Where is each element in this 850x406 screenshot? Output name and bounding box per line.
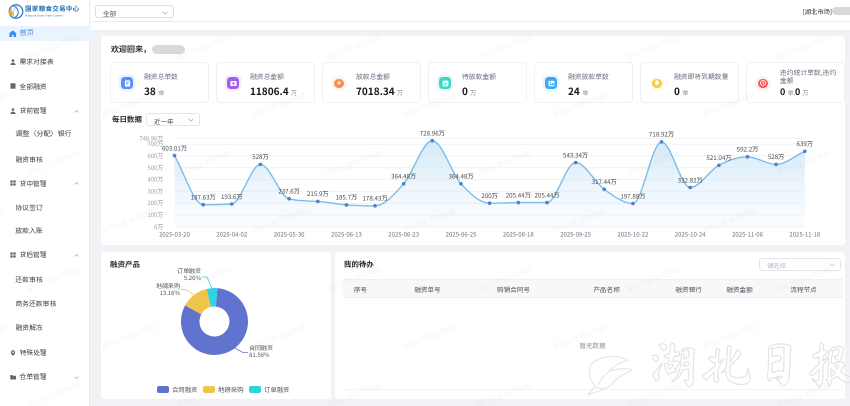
svg-text:400万: 400万 bbox=[148, 175, 164, 184]
svg-text:197.88万: 197.88万 bbox=[620, 191, 645, 200]
svg-text:205.44万: 205.44万 bbox=[506, 190, 531, 199]
svg-text:603.01万: 603.01万 bbox=[162, 143, 187, 152]
svg-text:2025-06-25: 2025-06-25 bbox=[446, 230, 477, 239]
svg-text:2025-08-18: 2025-08-18 bbox=[503, 230, 534, 239]
svg-text:订单融资: 订单融资 bbox=[264, 385, 290, 394]
svg-text:2025-09-25: 2025-09-25 bbox=[560, 230, 591, 239]
svg-text:528万: 528万 bbox=[252, 152, 269, 161]
svg-text:205.44万: 205.44万 bbox=[534, 190, 559, 199]
svg-text:2025-10-22: 2025-10-22 bbox=[617, 230, 648, 239]
svg-text:543.34万: 543.34万 bbox=[563, 150, 588, 159]
svg-text:500万: 500万 bbox=[148, 163, 164, 172]
svg-text:185.7万: 185.7万 bbox=[336, 193, 358, 202]
svg-text:639万: 639万 bbox=[797, 139, 814, 148]
svg-text:178.43万: 178.43万 bbox=[362, 194, 387, 203]
svg-text:200万: 200万 bbox=[148, 198, 164, 207]
svg-text:748.96万: 748.96万 bbox=[140, 133, 164, 142]
svg-text:187.63万: 187.63万 bbox=[191, 193, 216, 202]
svg-text:193.6万: 193.6万 bbox=[221, 192, 243, 201]
svg-text:合同融资: 合同融资 bbox=[172, 385, 198, 394]
svg-text:521.04万: 521.04万 bbox=[706, 153, 731, 162]
svg-text:2025-05-30: 2025-05-30 bbox=[274, 230, 305, 239]
svg-text:237.6万: 237.6万 bbox=[278, 187, 300, 196]
svg-text:2025-11-18: 2025-11-18 bbox=[789, 230, 820, 239]
svg-text:100万: 100万 bbox=[148, 210, 164, 219]
svg-text:300万: 300万 bbox=[148, 186, 164, 195]
svg-text:81.58%: 81.58% bbox=[249, 350, 270, 359]
svg-text:2025-11-06: 2025-11-06 bbox=[732, 230, 763, 239]
svg-text:2025-06-23: 2025-06-23 bbox=[388, 230, 419, 239]
svg-text:地磅采购: 地磅采购 bbox=[218, 385, 244, 394]
svg-text:215.9万: 215.9万 bbox=[307, 189, 329, 198]
svg-text:364.48万: 364.48万 bbox=[391, 172, 416, 181]
svg-text:728.96万: 728.96万 bbox=[420, 129, 445, 138]
svg-text:2025-10-24: 2025-10-24 bbox=[675, 230, 706, 239]
svg-text:592.2万: 592.2万 bbox=[737, 145, 759, 154]
svg-text:528万: 528万 bbox=[768, 152, 785, 161]
svg-text:5.26%: 5.26% bbox=[184, 273, 202, 282]
svg-text:2025-04-02: 2025-04-02 bbox=[216, 230, 247, 239]
svg-text:718.92万: 718.92万 bbox=[649, 130, 674, 139]
svg-text:2025-03-20: 2025-03-20 bbox=[159, 230, 190, 239]
svg-text:332.82万: 332.82万 bbox=[678, 175, 703, 184]
svg-text:200万: 200万 bbox=[481, 191, 498, 200]
svg-text:317.44万: 317.44万 bbox=[592, 177, 617, 186]
svg-text:600万: 600万 bbox=[148, 151, 164, 160]
svg-text:13.16%: 13.16% bbox=[159, 288, 180, 297]
svg-text:2025-06-13: 2025-06-13 bbox=[331, 230, 362, 239]
svg-text:364.48万: 364.48万 bbox=[448, 172, 473, 181]
